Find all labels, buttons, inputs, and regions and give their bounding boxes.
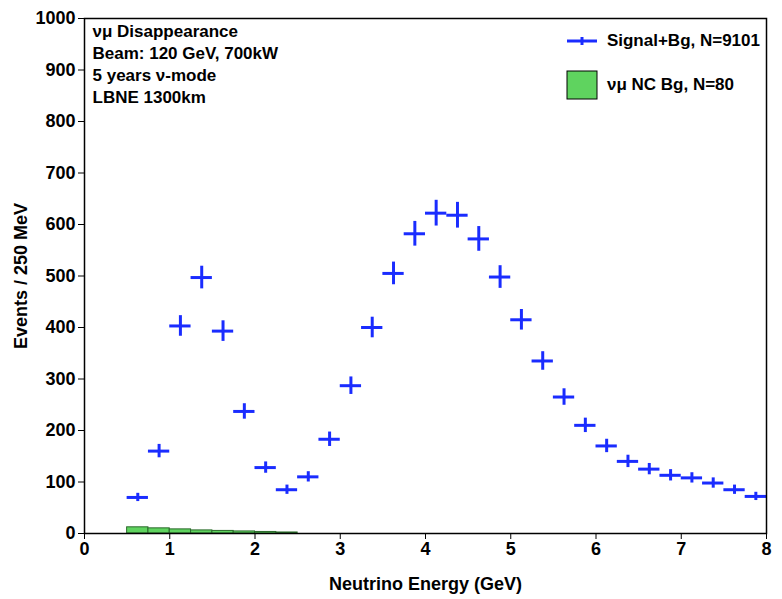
svg-text:700: 700 bbox=[45, 163, 75, 183]
svg-text:6: 6 bbox=[591, 539, 601, 559]
svg-text:8: 8 bbox=[761, 539, 771, 559]
svg-text:200: 200 bbox=[45, 420, 75, 440]
svg-text:7: 7 bbox=[676, 539, 686, 559]
svg-text:2: 2 bbox=[250, 539, 260, 559]
svg-text:5: 5 bbox=[506, 539, 516, 559]
svg-text:4: 4 bbox=[420, 539, 430, 559]
svg-text:500: 500 bbox=[45, 266, 75, 286]
svg-text:900: 900 bbox=[45, 60, 75, 80]
svg-text:1: 1 bbox=[165, 539, 175, 559]
svg-text:νμ Disappearance: νμ Disappearance bbox=[93, 22, 239, 41]
svg-text:800: 800 bbox=[45, 111, 75, 131]
svg-text:300: 300 bbox=[45, 369, 75, 389]
svg-text:100: 100 bbox=[45, 472, 75, 492]
svg-text:0: 0 bbox=[65, 523, 75, 543]
svg-text:Beam: 120 GeV, 700kW: Beam: 120 GeV, 700kW bbox=[93, 44, 279, 63]
svg-text:600: 600 bbox=[45, 214, 75, 234]
svg-text:0: 0 bbox=[79, 539, 89, 559]
html-text:νμ NC Bg, N=80: νμ NC Bg, N=80 bbox=[606, 75, 734, 94]
html-text:Signal+Bg, N=9101: Signal+Bg, N=9101 bbox=[606, 31, 760, 50]
svg-text:1000: 1000 bbox=[35, 8, 75, 28]
svg-text:Events / 250 MeV: Events / 250 MeV bbox=[11, 203, 31, 349]
svg-text:5 years ν-mode: 5 years ν-mode bbox=[93, 66, 217, 85]
svg-text:400: 400 bbox=[45, 317, 75, 337]
svg-text:LBNE 1300km: LBNE 1300km bbox=[93, 88, 206, 107]
svg-text:Neutrino Energy (GeV): Neutrino Energy (GeV) bbox=[329, 574, 522, 594]
svg-text:3: 3 bbox=[335, 539, 345, 559]
